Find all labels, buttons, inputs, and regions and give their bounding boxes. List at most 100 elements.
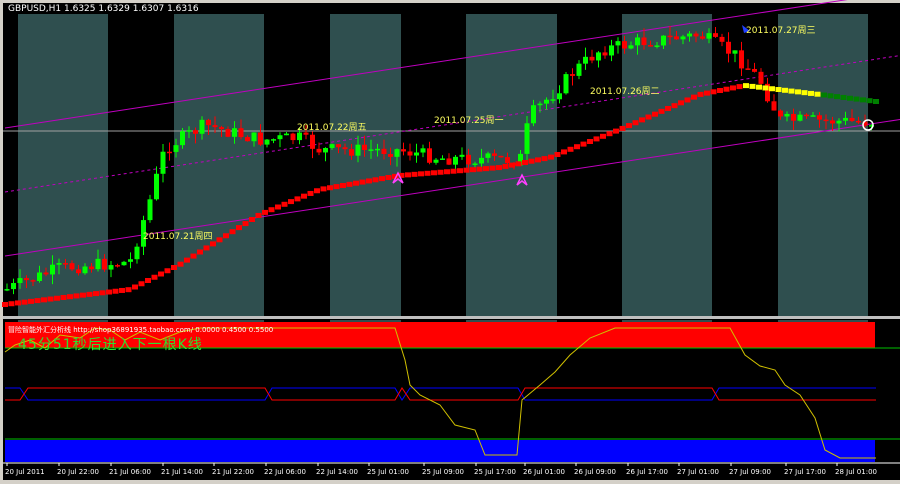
bull-candle (440, 158, 445, 160)
bull-candle (121, 261, 127, 266)
bear-candle (641, 37, 647, 46)
bull-candle (134, 246, 140, 260)
day-shade (778, 14, 868, 317)
moving-average-point (528, 158, 535, 164)
moving-average-point (112, 288, 119, 294)
moving-average-point (2, 302, 8, 307)
moving-average-point (860, 97, 866, 103)
bear-candle (30, 280, 36, 282)
moving-average-point (496, 165, 502, 171)
moving-average-point (353, 180, 359, 186)
bear-candle (316, 148, 322, 153)
day-shade (174, 320, 264, 322)
moving-average-point (606, 131, 613, 137)
bull-candle (869, 125, 874, 127)
bull-candle (284, 133, 289, 136)
bull-candle (160, 151, 166, 174)
bear-candle (739, 50, 744, 69)
time-axis-label: 27 Jul 01:00 (677, 468, 719, 476)
bear-candle (758, 71, 764, 84)
moving-average-point (782, 87, 788, 93)
bull-candle (95, 258, 101, 270)
bull-candle (37, 272, 42, 282)
annotation-pointer-icon (742, 25, 750, 33)
buy-arrow-icon (392, 171, 404, 184)
channel-middle-line (4, 55, 900, 193)
moving-average-point (814, 91, 821, 97)
moving-average-point (483, 166, 489, 172)
moving-average-point (470, 167, 476, 173)
moving-average-point (366, 178, 372, 184)
moving-average-point (80, 292, 86, 298)
bear-candle (401, 149, 406, 152)
day-shade (174, 14, 264, 317)
bull-candle (661, 35, 666, 46)
moving-average-point (294, 196, 301, 202)
bear-candle (446, 158, 452, 165)
bull-candle (173, 145, 179, 152)
bull-candle (836, 120, 842, 124)
moving-average-point (769, 86, 775, 92)
bull-candle (141, 220, 146, 247)
bear-candle (225, 129, 231, 137)
pane-separator (3, 316, 900, 319)
moving-average-point (847, 95, 853, 101)
bull-candle (108, 265, 114, 270)
moving-average-point (476, 166, 483, 172)
moving-average-point (93, 291, 99, 297)
bull-candle (576, 63, 582, 76)
bull-candle (11, 283, 16, 290)
bear-candle (167, 151, 172, 154)
time-axis-label: 20 Jul 2011 (5, 468, 45, 476)
moving-average-point (652, 111, 658, 117)
current-bar-marker-icon (862, 119, 874, 131)
moving-average-point (275, 204, 281, 210)
bar-countdown: 45分51秒后进入下一根K线 (18, 337, 203, 353)
moving-average-point (60, 294, 67, 300)
bull-candle (394, 149, 400, 157)
moving-average-point (873, 99, 879, 104)
moving-average-point (268, 207, 275, 213)
bull-candle (323, 148, 328, 153)
moving-average-point (580, 141, 587, 147)
moving-average-point (99, 290, 106, 296)
bear-candle (492, 153, 497, 156)
moving-average-point (697, 91, 704, 97)
status-bar (0, 480, 900, 484)
moving-average-point (177, 261, 184, 267)
bear-candle (823, 119, 829, 122)
bear-candle (648, 45, 653, 47)
moving-average-point (229, 229, 236, 235)
signal-line-red (5, 387, 876, 401)
date-annotation: 2011.07.21周四 (143, 232, 213, 242)
moving-average-point (535, 157, 541, 163)
moving-average-point (21, 299, 28, 305)
moving-average-point (340, 182, 346, 188)
time-axis-label: 25 Jul 01:00 (367, 468, 409, 476)
bull-candle (544, 99, 549, 104)
moving-average-point (593, 136, 600, 142)
moving-average-point (398, 172, 405, 178)
bear-candle (589, 56, 595, 61)
moving-average-point (717, 88, 723, 93)
time-axis-label: 26 Jul 09:00 (574, 468, 616, 476)
bear-candle (193, 130, 198, 134)
oscillator-line (4, 327, 876, 459)
moving-average-point (242, 221, 249, 227)
bear-candle (700, 36, 705, 39)
moving-average-point (678, 100, 684, 106)
bull-candle (368, 149, 374, 151)
moving-average-point (8, 301, 15, 307)
bull-candle (680, 36, 686, 40)
bull-candle (186, 130, 192, 132)
moving-average-point (554, 152, 561, 157)
moving-average-point (749, 83, 756, 89)
date-annotation: 2011.07.22周五 (297, 123, 367, 133)
bear-candle (713, 33, 718, 37)
day-shade (330, 14, 401, 317)
moving-average-point (54, 295, 60, 301)
moving-average-point (203, 245, 210, 251)
day-shade (18, 320, 108, 322)
date-annotation: 2011.07.25周一 (434, 116, 504, 126)
